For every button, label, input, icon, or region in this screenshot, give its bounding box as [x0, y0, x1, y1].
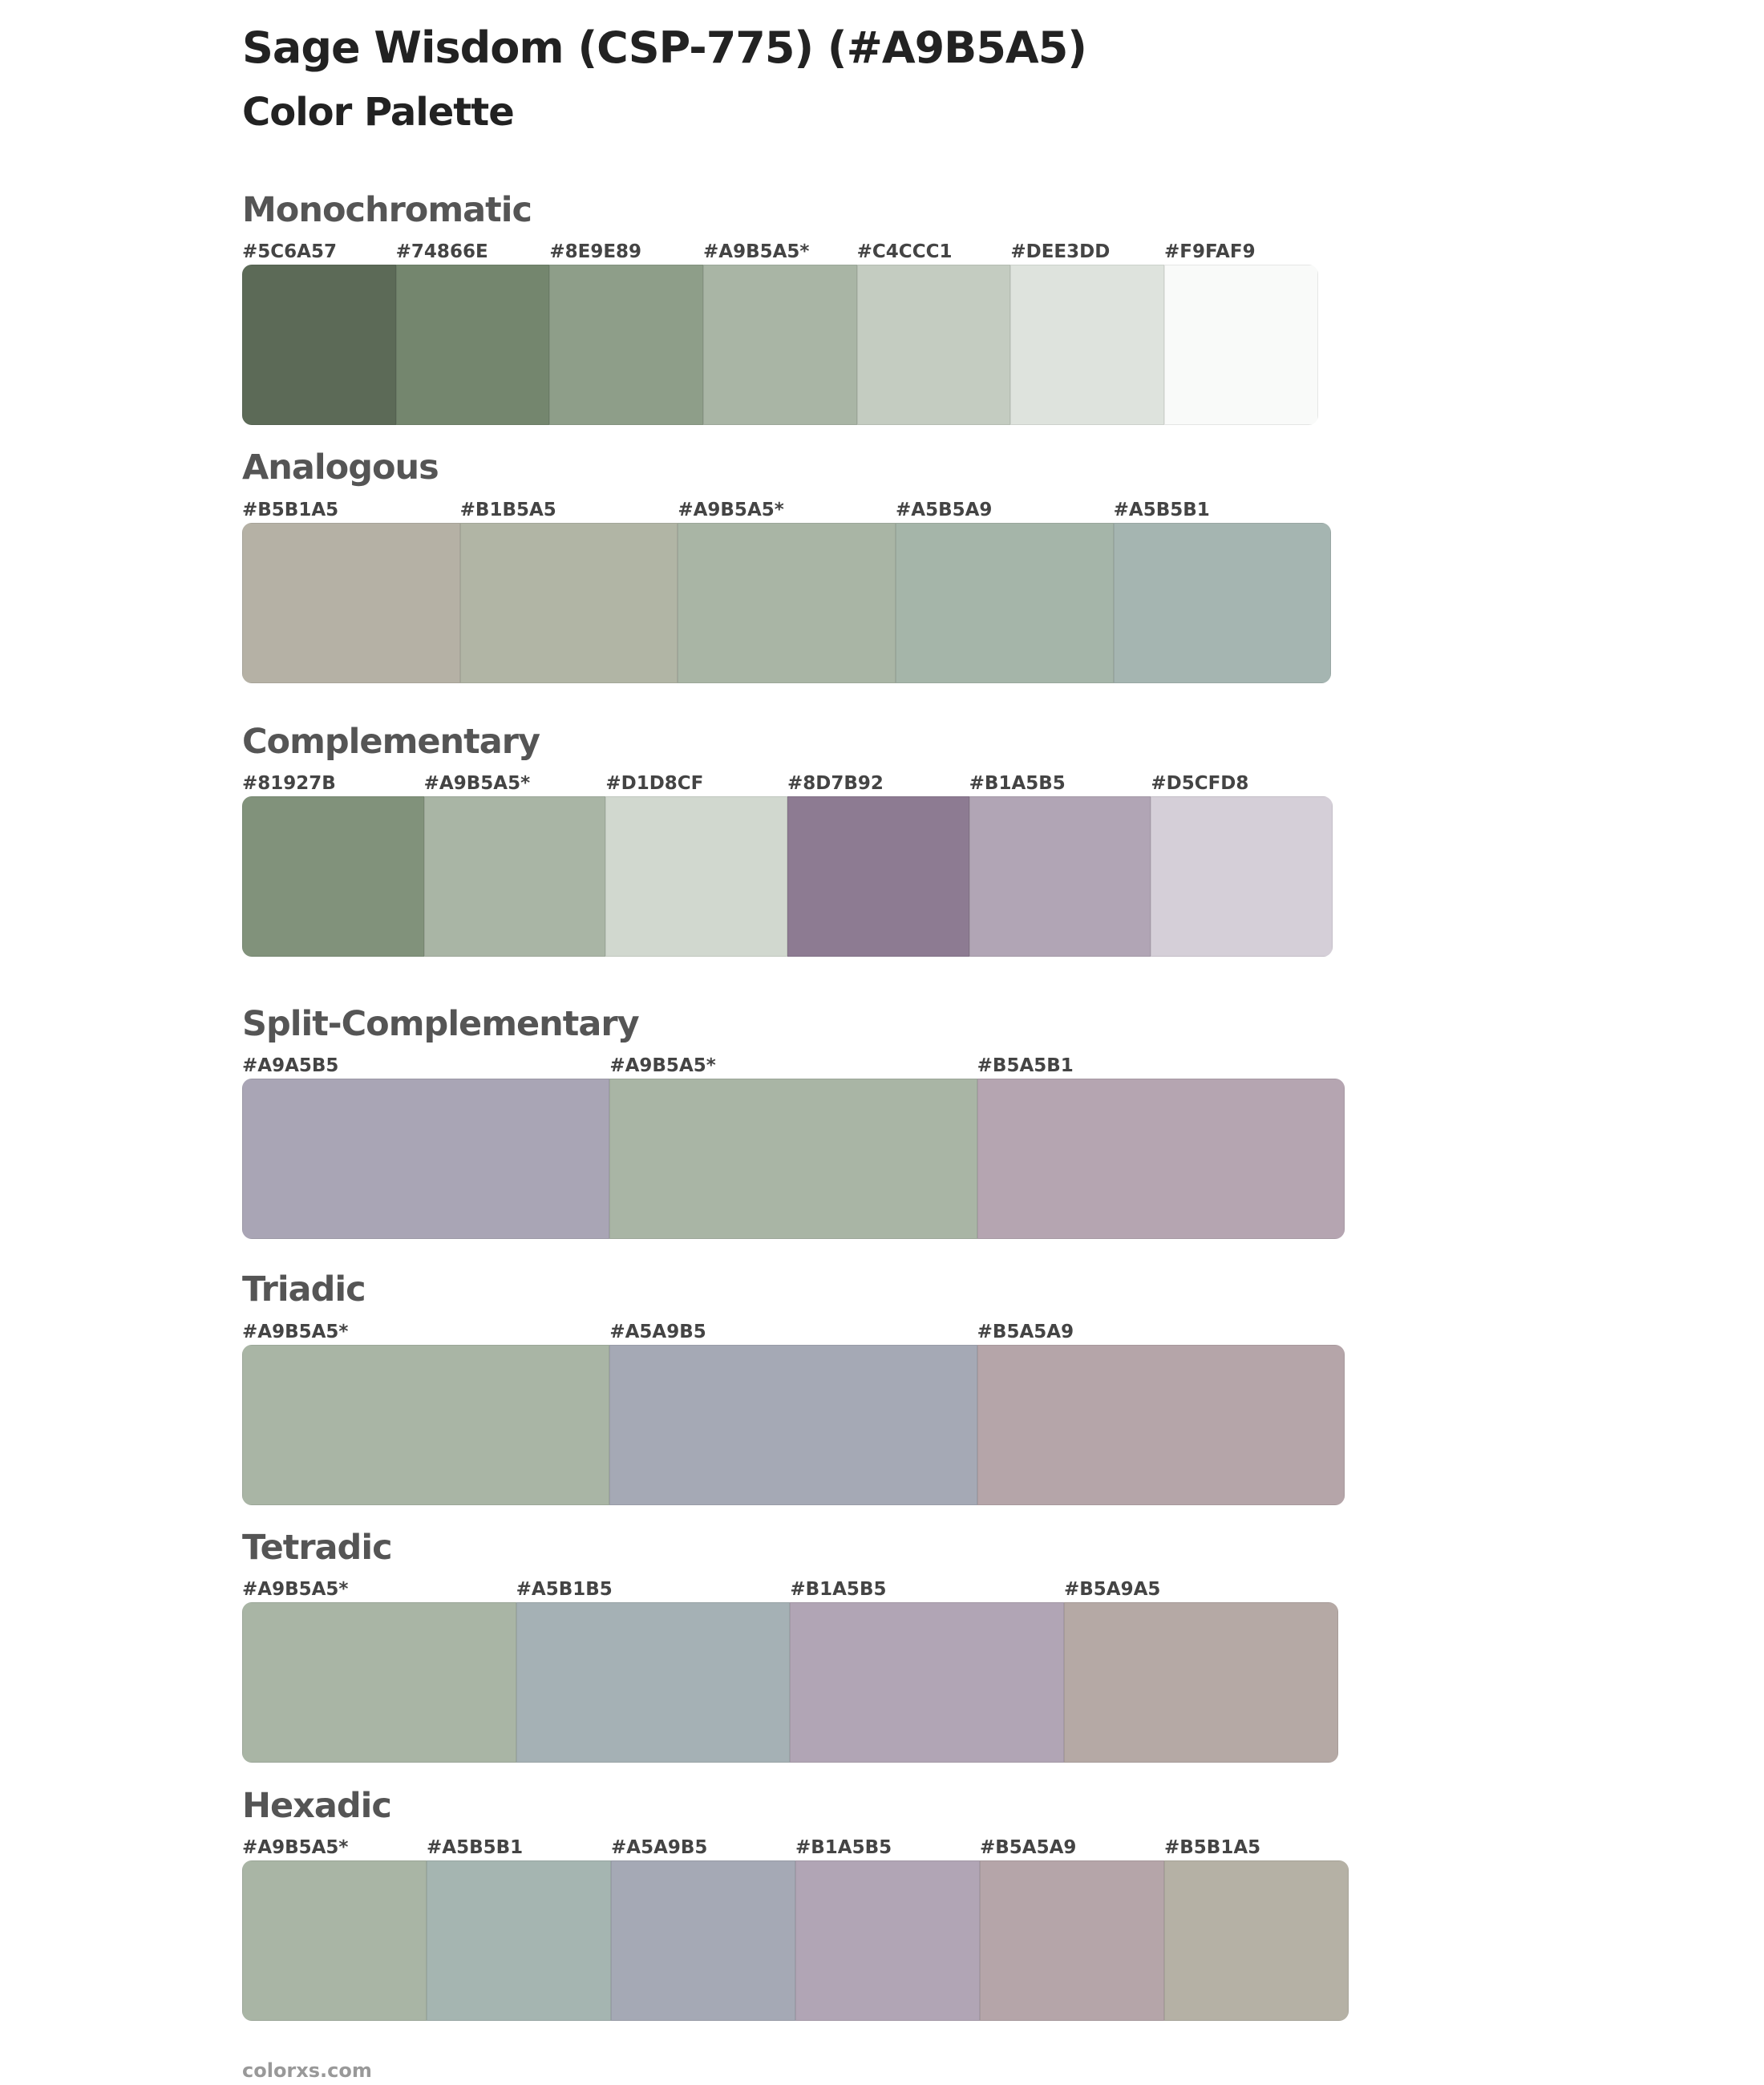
swatch-label: #A5A9B5 — [609, 1321, 706, 1342]
swatch[interactable] — [895, 522, 1114, 683]
swatch[interactable] — [516, 1602, 791, 1763]
swatch[interactable] — [395, 265, 550, 425]
swatch[interactable] — [1113, 522, 1332, 683]
swatch-label: #A5A9B5 — [611, 1837, 708, 1858]
swatch[interactable] — [977, 1079, 1345, 1239]
swatch[interactable] — [1063, 1602, 1338, 1763]
swatch-label: #F9FAF9 — [1164, 241, 1256, 262]
swatch-label: #A5B5A9 — [896, 499, 993, 520]
swatch[interactable] — [242, 796, 424, 957]
swatch-label: #81927B — [242, 773, 336, 795]
swatch-label: #B1A5B5 — [795, 1837, 892, 1858]
swatch-label: #A9A5B5 — [242, 1055, 339, 1076]
swatch-label: #A9B5A5* — [423, 773, 531, 795]
swatch-label: #C4CCC1 — [856, 241, 953, 262]
swatch[interactable] — [678, 522, 896, 683]
swatch[interactable] — [459, 522, 678, 683]
swatch-label: #B1A5B5 — [969, 773, 1066, 795]
swatch-strip — [242, 522, 1332, 683]
page-subtitle: Color Palette — [242, 90, 515, 135]
swatch-label: #A9B5A5* — [242, 1837, 349, 1858]
swatch-strip — [242, 1079, 1345, 1239]
swatch-strip — [242, 265, 1318, 425]
swatch-label: #74866E — [395, 241, 488, 262]
swatch-label: #D5CFD8 — [1151, 773, 1249, 795]
swatch-label: #A5B5B1 — [1113, 499, 1210, 520]
swatch-label: #8D7B92 — [787, 773, 884, 795]
swatch-strip — [242, 1344, 1345, 1505]
swatch-strip — [242, 1602, 1338, 1763]
swatch[interactable] — [980, 1860, 1164, 2021]
swatch[interactable] — [702, 265, 857, 425]
swatch-strip — [242, 1860, 1349, 2021]
swatch-label: #B5A9A5 — [1064, 1579, 1161, 1601]
swatch[interactable] — [242, 1079, 610, 1239]
swatch[interactable] — [242, 522, 460, 683]
swatch-label: #B1A5B5 — [790, 1579, 887, 1601]
swatch[interactable] — [1164, 1860, 1349, 2021]
swatch-label: #A9B5A5* — [242, 1321, 349, 1342]
swatch[interactable] — [790, 1602, 1064, 1763]
swatch[interactable] — [423, 796, 606, 957]
swatch[interactable] — [549, 265, 703, 425]
swatch[interactable] — [242, 1602, 516, 1763]
site-link[interactable]: colorxs.com — [242, 2059, 372, 2082]
swatch-label: #D1D8CF — [605, 773, 704, 795]
swatch[interactable] — [427, 1860, 611, 2021]
swatch[interactable] — [787, 796, 969, 957]
swatch[interactable] — [609, 1079, 977, 1239]
swatch-label: #B5B1A5 — [242, 499, 339, 520]
swatch-label: #B5A5B1 — [977, 1055, 1074, 1076]
swatch-label: #B5A5A9 — [977, 1321, 1074, 1342]
page-title: Sage Wisdom (CSP-775) (#A9B5A5) — [242, 22, 1087, 73]
swatch[interactable] — [795, 1860, 980, 2021]
swatch-label: #DEE3DD — [1010, 241, 1111, 262]
swatch-label: #B5A5A9 — [980, 1837, 1077, 1858]
swatch[interactable] — [1163, 265, 1318, 425]
swatch-label: #5C6A57 — [242, 241, 337, 262]
swatch-label: #A9B5A5* — [678, 499, 784, 520]
section-heading: Triadic — [242, 1269, 366, 1310]
section-heading: Tetradic — [242, 1528, 393, 1568]
section-heading: Monochromatic — [242, 189, 532, 230]
swatch[interactable] — [856, 265, 1011, 425]
swatch[interactable] — [242, 265, 396, 425]
swatch-label: #B5B1A5 — [1164, 1837, 1261, 1858]
swatch[interactable] — [242, 1860, 427, 2021]
swatch-strip — [242, 796, 1333, 957]
swatch[interactable] — [1010, 265, 1164, 425]
swatch[interactable] — [969, 796, 1151, 957]
swatch[interactable] — [977, 1344, 1345, 1505]
swatch[interactable] — [609, 1344, 977, 1505]
swatch-label: #B1B5A5 — [459, 499, 556, 520]
swatch[interactable] — [1151, 796, 1333, 957]
swatch-label: #A5B1B5 — [516, 1579, 613, 1601]
swatch[interactable] — [611, 1860, 795, 2021]
swatch-label: #A9B5A5* — [242, 1579, 349, 1601]
section-heading: Complementary — [242, 722, 540, 762]
swatch[interactable] — [605, 796, 787, 957]
swatch-label: #A9B5A5* — [703, 241, 810, 262]
section-heading: Hexadic — [242, 1785, 392, 1826]
swatch[interactable] — [242, 1344, 610, 1505]
section-heading: Analogous — [242, 447, 439, 488]
swatch-label: #A5B5B1 — [427, 1837, 524, 1858]
section-heading: Split-Complementary — [242, 1003, 640, 1044]
swatch-label: #8E9E89 — [549, 241, 642, 262]
swatch-label: #A9B5A5* — [609, 1055, 716, 1076]
